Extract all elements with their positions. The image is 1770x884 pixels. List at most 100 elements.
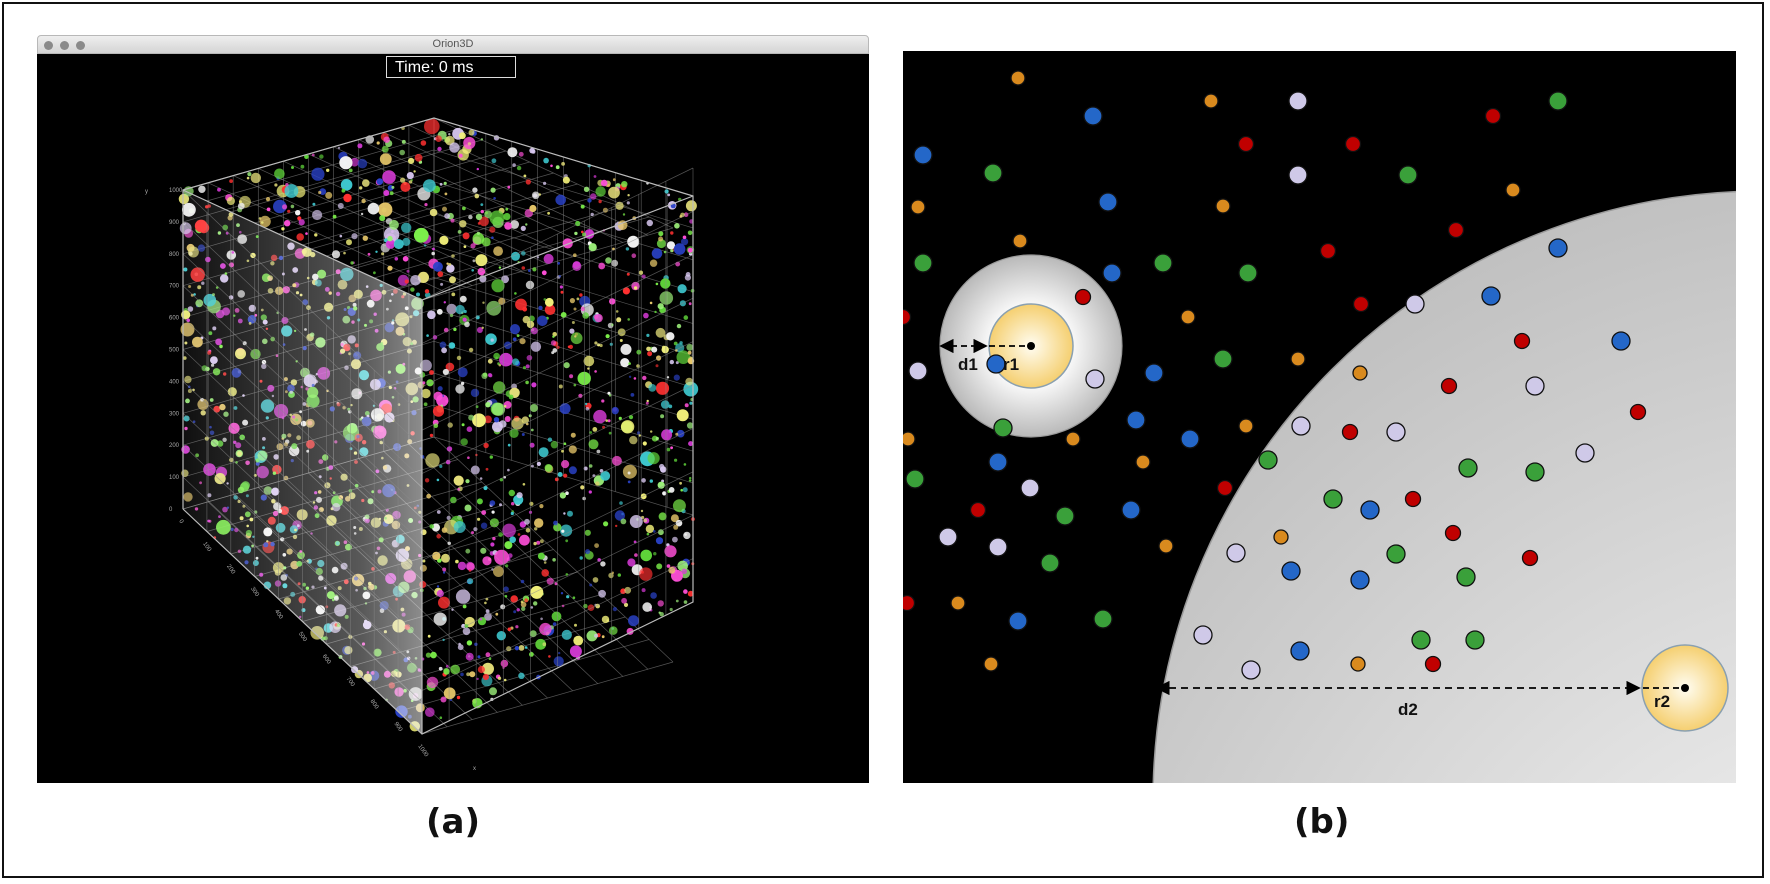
particle-sphere [504, 222, 512, 230]
close-window-icon[interactable] [44, 41, 53, 50]
particle-dots [903, 70, 1647, 680]
particle-sphere [402, 256, 409, 262]
particle-sphere [337, 202, 344, 209]
particle-sphere [491, 279, 505, 293]
particle-sphere [588, 439, 599, 450]
particle-dot [1323, 489, 1343, 509]
particle-sphere [666, 564, 671, 568]
3d-viewport[interactable]: Time: 0 ms 0 0 100 100 200 200 300 300 400 400 500… [37, 54, 869, 783]
particle-dot [1216, 479, 1234, 497]
particle-dot [1281, 561, 1301, 581]
particle-sphere [658, 512, 667, 521]
particle-sphere [445, 664, 449, 668]
particle-cube-render[interactable]: 00 100 100 200 200 300 300 400 400 500 500 600 600 70… [37, 54, 869, 783]
particle-sphere [408, 180, 413, 184]
particle-sphere [406, 269, 410, 273]
particle-sphere [529, 501, 534, 506]
particle-sphere [457, 230, 462, 234]
particle-sphere [561, 604, 565, 608]
particle-sphere [649, 259, 658, 267]
particle-sphere [563, 512, 566, 515]
particle-sphere [488, 373, 493, 378]
particle-sphere [459, 220, 467, 228]
particle-sphere [599, 469, 604, 473]
zoom-window-icon[interactable] [76, 41, 85, 50]
particle-sphere [676, 323, 682, 329]
particle-sphere [683, 600, 688, 604]
particle-sphere [542, 642, 547, 646]
particle-sphere [550, 164, 553, 168]
particle-sphere [469, 671, 476, 678]
particle-sphere [646, 399, 649, 403]
particle-sphere [498, 532, 503, 537]
cube-front-faces [182, 117, 694, 735]
particle-sphere [524, 646, 528, 649]
particle-sphere [357, 158, 368, 169]
particle-sphere [596, 449, 601, 454]
particle-sphere [582, 232, 587, 237]
particle-sphere [610, 323, 614, 327]
particle-sphere [247, 172, 252, 177]
particle-sphere [642, 441, 647, 446]
particle-sphere [387, 235, 393, 242]
particle-sphere [529, 147, 535, 154]
particle-sphere [553, 520, 558, 526]
particle-sphere [423, 179, 436, 193]
minimize-window-icon[interactable] [60, 41, 69, 50]
large-center-point [1681, 684, 1689, 692]
particle-dot [988, 537, 1008, 557]
particle-dot [1093, 609, 1113, 629]
particle-sphere [576, 297, 580, 301]
particle-sphere [675, 432, 679, 436]
particle-sphere [640, 509, 644, 513]
particle-dot [1444, 524, 1462, 542]
particle-sphere [424, 478, 430, 483]
particle-sphere [550, 340, 557, 346]
particle-sphere [656, 239, 666, 249]
particle-sphere [530, 606, 534, 609]
particle-sphere [427, 310, 436, 320]
particle-dot [1238, 418, 1254, 434]
particle-sphere [450, 496, 457, 504]
particle-sphere [534, 527, 538, 531]
particle-sphere [686, 422, 694, 429]
particle-sphere [551, 611, 562, 622]
particle-sphere [287, 209, 291, 213]
particle-sphere [414, 153, 423, 162]
particle-sphere [448, 133, 451, 136]
particle-dot [986, 354, 1006, 374]
particle-sphere [649, 301, 653, 305]
particle-dot [1258, 450, 1278, 470]
particle-sphere [629, 435, 638, 445]
particle-sphere [337, 146, 341, 150]
particle-sphere [587, 604, 595, 611]
particle-sphere [652, 530, 656, 533]
particle-sphere [439, 716, 443, 719]
particle-sphere [466, 640, 473, 646]
particle-dot [1521, 549, 1539, 567]
particle-sphere [558, 384, 563, 389]
particle-sphere [683, 381, 699, 397]
particle-sphere [509, 324, 521, 335]
particle-dot [1203, 93, 1219, 109]
particle-sphere [331, 250, 341, 259]
particle-sphere [504, 416, 511, 422]
particle-sphere [312, 209, 323, 221]
particle-sphere [440, 282, 444, 286]
particle-dot [1238, 263, 1258, 283]
particle-sphere [565, 539, 569, 543]
particle-dot [1344, 135, 1362, 153]
particle-dot [910, 199, 926, 215]
particle-sphere [296, 233, 305, 241]
particle-sphere [544, 464, 553, 472]
particle-sphere [510, 511, 514, 516]
particle-dot [950, 595, 966, 611]
x-tick-label: 200 [225, 564, 236, 576]
time-readout: Time: 0 ms [386, 56, 516, 78]
particle-sphere [430, 651, 437, 659]
particle-sphere [659, 463, 665, 470]
particle-sphere [382, 170, 396, 184]
particle-sphere [611, 571, 614, 575]
particle-sphere [426, 334, 429, 337]
particle-sphere [300, 164, 305, 169]
